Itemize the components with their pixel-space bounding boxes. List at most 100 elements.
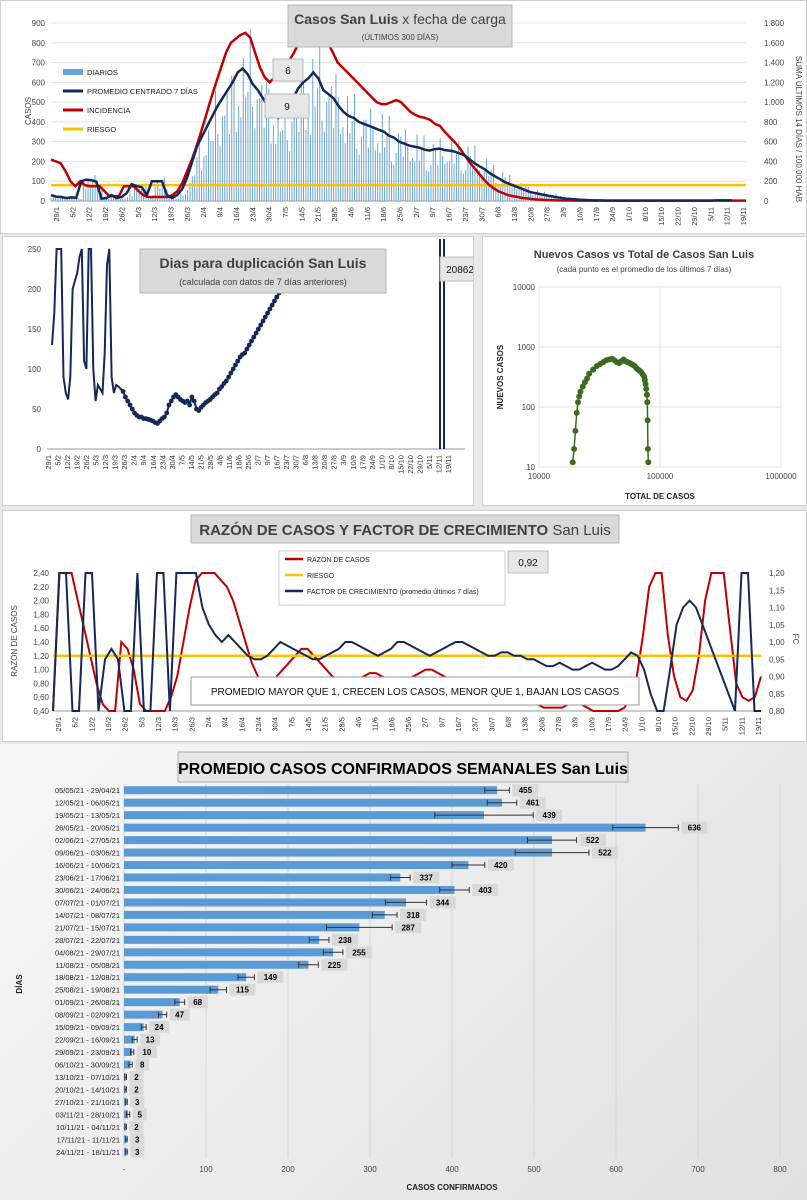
x-tick-label: 29/1 <box>52 207 61 222</box>
growth-factor-chart: 0,40 0,60 0,80 1,00 1,20 1,40 1,60 1,80 2,00 2,20… <box>10 514 800 736</box>
x-tick-label: 15/10 <box>657 207 666 226</box>
x-tick-label: 16/4 <box>237 717 246 732</box>
doubling-point <box>191 398 197 404</box>
chart-title: Casos San Luis x fecha de carga <box>294 11 506 27</box>
y-tick-label: 10000 <box>513 283 536 292</box>
value-label: 337 <box>420 874 434 883</box>
x-tick-label: 18/6 <box>234 455 243 470</box>
callout-box <box>507 550 549 574</box>
y-tick-label: 0 <box>37 445 42 454</box>
x-tick-label: 7/5 <box>281 207 290 217</box>
x-tick-label: 16/7 <box>445 207 454 222</box>
callout-label: 20862 <box>446 265 473 276</box>
value-label: 522 <box>586 836 600 845</box>
legend-label: RIESGO <box>307 573 335 580</box>
doubling-point <box>214 390 220 396</box>
x-tick-label: 12/2 <box>85 207 94 222</box>
title-box <box>177 751 629 783</box>
y2-tick-label: 1.400 <box>764 59 785 68</box>
y-tick-label: 100 <box>28 365 42 374</box>
growth-factor-chart-panel: 0,40 0,60 0,80 1,00 1,20 1,40 1,60 1,80 2,00 2,20… <box>2 510 807 742</box>
y2-tick-label: 400 <box>764 157 778 166</box>
legend-label: PROMEDIO CENTRADO 7 DÍAS <box>87 87 198 96</box>
x-tick-label: 18/6 <box>387 717 396 732</box>
value-label: 47 <box>175 1011 184 1020</box>
x-tick-label: 800 <box>773 1165 787 1174</box>
x-tick-label: 8/10 <box>654 717 663 732</box>
y-tick-label: 2,20 <box>33 583 49 592</box>
bar <box>124 811 484 820</box>
value-label-box <box>681 821 708 834</box>
callout-box <box>439 256 473 282</box>
value-label-box <box>169 1008 190 1021</box>
y2-tick-label: 1,10 <box>769 604 785 613</box>
x-tick-label: 13/8 <box>510 207 519 222</box>
x-axis-title: TOTAL DE CASOS <box>625 492 695 501</box>
value-label: 149 <box>264 973 278 982</box>
y2-tick-label: 1,15 <box>769 586 785 595</box>
x-tick-label: 19/3 <box>167 207 176 222</box>
x-tick-label: 12/11 <box>434 455 443 473</box>
x-tick-label: 16/4 <box>149 455 158 470</box>
y-tick-label: 1,20 <box>33 652 49 661</box>
y2-tick-label: 1,00 <box>769 638 785 647</box>
x-tick-label: 17/9 <box>358 455 367 470</box>
x-tick-label: 2/7 <box>421 717 430 727</box>
x-tick-label: 2/7 <box>412 207 421 217</box>
legend-label: FACTOR DE CRECIMIENTO (promedio últimos … <box>307 589 479 596</box>
y-tick-label: 150 <box>28 325 42 334</box>
note-label: PROMEDIO MAYOR QUE 1, CRECEN LOS CASOS, … <box>211 687 620 698</box>
category-label: 04/08/21 - 29/07/21 <box>55 948 120 957</box>
value-label-box <box>519 796 546 809</box>
value-label-box <box>129 1070 144 1083</box>
x-tick-label: 21/5 <box>321 717 330 732</box>
bar <box>124 1060 131 1069</box>
x-tick-label: 13/8 <box>521 717 530 732</box>
doubling-point <box>265 310 270 316</box>
scatter-point <box>643 385 650 392</box>
y-tick-label: 700 <box>32 59 46 68</box>
y-tick-label: 200 <box>28 285 42 294</box>
y2-tick-label: 1,05 <box>769 621 785 630</box>
x-tick-label: 30/7 <box>477 207 486 222</box>
x-tick-label: 20/8 <box>320 455 329 470</box>
x-tick-label: 1/10 <box>625 207 634 222</box>
doubling-point <box>274 294 280 300</box>
x-tick-label: 100000 <box>647 472 674 481</box>
x-tick-label: 8/10 <box>641 207 650 222</box>
value-label: 2 <box>134 1073 139 1082</box>
y-tick-label: 600 <box>32 78 46 87</box>
x-tick-label: 29/10 <box>690 207 699 226</box>
category-label: 02/06/21 - 27/05/21 <box>55 836 120 845</box>
x-tick-label: 16/7 <box>273 455 282 470</box>
x-tick-label: 30/4 <box>168 455 177 470</box>
value-label-box <box>130 1133 145 1146</box>
doubling-point <box>258 322 264 328</box>
scatter-point <box>644 399 651 406</box>
category-label: 25/08/21 - 19/08/21 <box>55 986 120 995</box>
value-label: 522 <box>598 849 612 858</box>
y-tick-label: 250 <box>28 245 42 254</box>
x-tick-label: 9/7 <box>437 717 446 727</box>
x-tick-label: 3/9 <box>559 207 568 217</box>
y-tick-label: 0,60 <box>33 693 49 702</box>
callout-box <box>264 93 310 119</box>
bar <box>124 873 401 882</box>
x-tick-label: 400 <box>445 1165 459 1174</box>
doubling-point <box>184 398 190 404</box>
y-tick-label: 0,40 <box>33 707 49 716</box>
doubling-point <box>244 346 250 352</box>
value-label-box <box>149 1021 170 1034</box>
y-tick-label: 2,00 <box>33 597 49 606</box>
x-tick-label: 6/8 <box>301 455 310 465</box>
value-label-box <box>129 1120 144 1133</box>
bar <box>124 836 553 845</box>
value-label: 24 <box>155 1023 164 1032</box>
x-tick-label: 14/5 <box>297 207 306 222</box>
scatter-point <box>571 445 578 452</box>
x-tick-label: 500 <box>527 1165 541 1174</box>
category-label: 27/10/21 - 21/10/21 <box>55 1098 120 1107</box>
category-label: 24/11/21 - 18/11/21 <box>56 1148 120 1157</box>
x-tick-label: 16/7 <box>454 717 463 732</box>
scatter-point <box>586 370 593 377</box>
